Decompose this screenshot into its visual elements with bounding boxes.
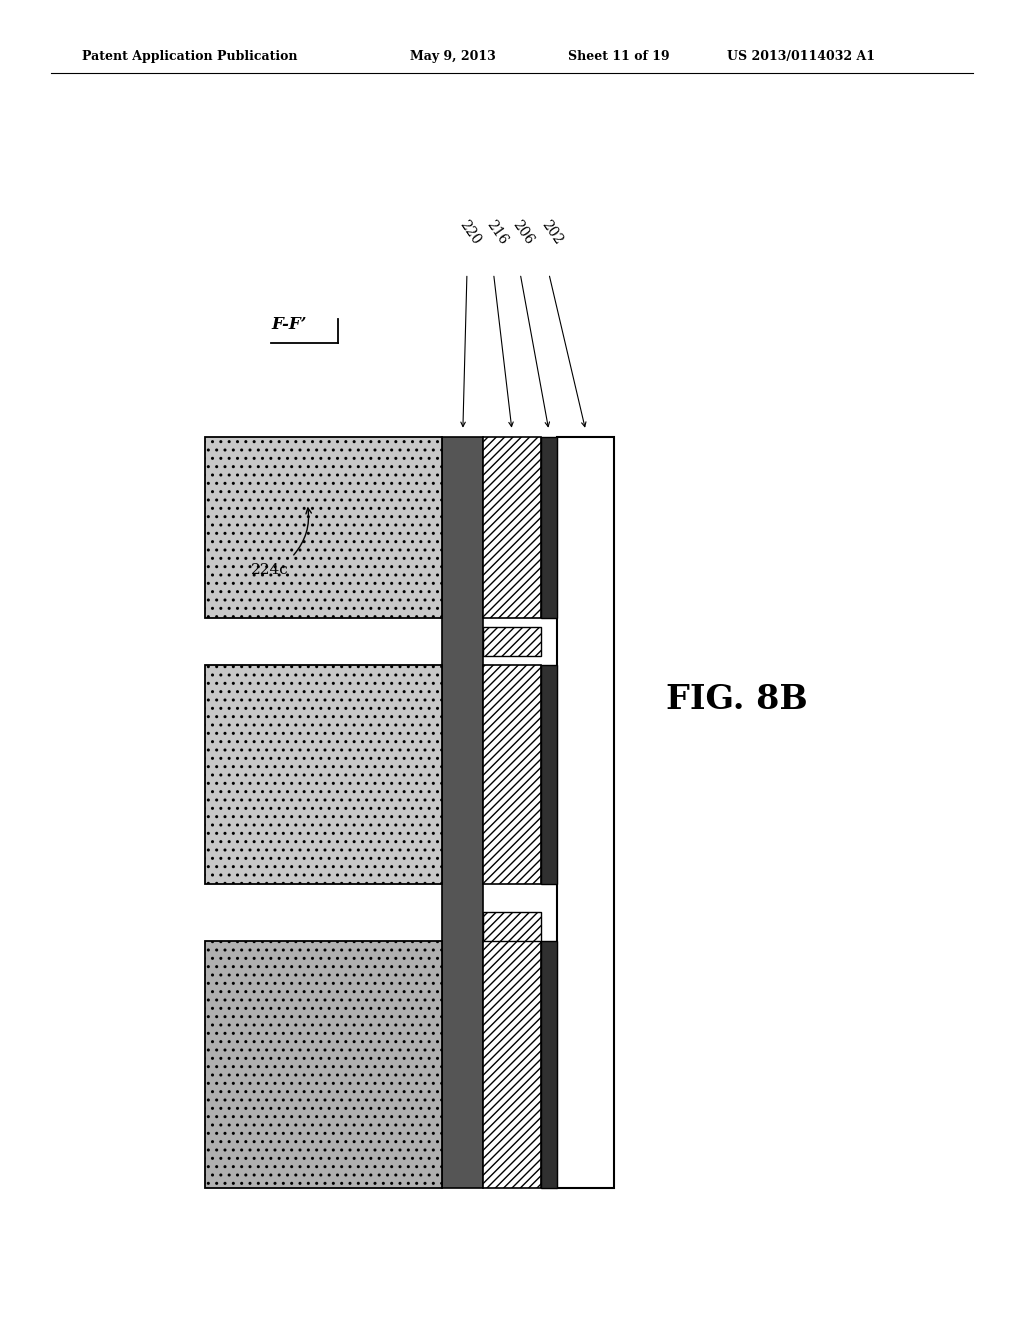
Text: FIG. 8B: FIG. 8B: [667, 684, 808, 715]
Bar: [483, 941, 541, 1188]
Bar: [557, 437, 614, 1188]
Bar: [483, 627, 541, 656]
Bar: [541, 941, 557, 1188]
Text: 206: 206: [510, 218, 537, 247]
Bar: [483, 912, 541, 941]
Bar: [205, 941, 442, 1188]
Text: F-F’: F-F’: [271, 315, 307, 333]
Text: 202: 202: [539, 218, 565, 247]
Bar: [541, 665, 557, 884]
Text: Patent Application Publication: Patent Application Publication: [82, 50, 297, 63]
Bar: [483, 665, 541, 884]
Text: May 9, 2013: May 9, 2013: [410, 50, 496, 63]
Text: Sheet 11 of 19: Sheet 11 of 19: [568, 50, 670, 63]
Bar: [442, 437, 483, 1188]
Bar: [205, 437, 442, 618]
Text: 216: 216: [483, 218, 510, 247]
Text: 220: 220: [457, 218, 483, 247]
Bar: [483, 437, 541, 618]
Text: US 2013/0114032 A1: US 2013/0114032 A1: [727, 50, 876, 63]
Text: 224c: 224c: [251, 564, 289, 577]
Bar: [205, 665, 442, 884]
Bar: [541, 437, 557, 618]
